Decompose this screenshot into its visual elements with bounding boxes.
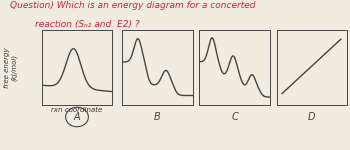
Text: D: D [308, 112, 315, 122]
Text: free energy
(kJ/mol): free energy (kJ/mol) [4, 47, 17, 88]
Text: A: A [74, 112, 80, 122]
Text: reaction (Sₙ₂ and  E2) ?: reaction (Sₙ₂ and E2) ? [35, 20, 140, 28]
Text: Question) Which is an energy diagram for a concerted: Question) Which is an energy diagram for… [10, 2, 256, 10]
Text: rxn coordinate: rxn coordinate [51, 107, 103, 113]
Text: C: C [231, 112, 238, 122]
Text: B: B [154, 112, 161, 122]
